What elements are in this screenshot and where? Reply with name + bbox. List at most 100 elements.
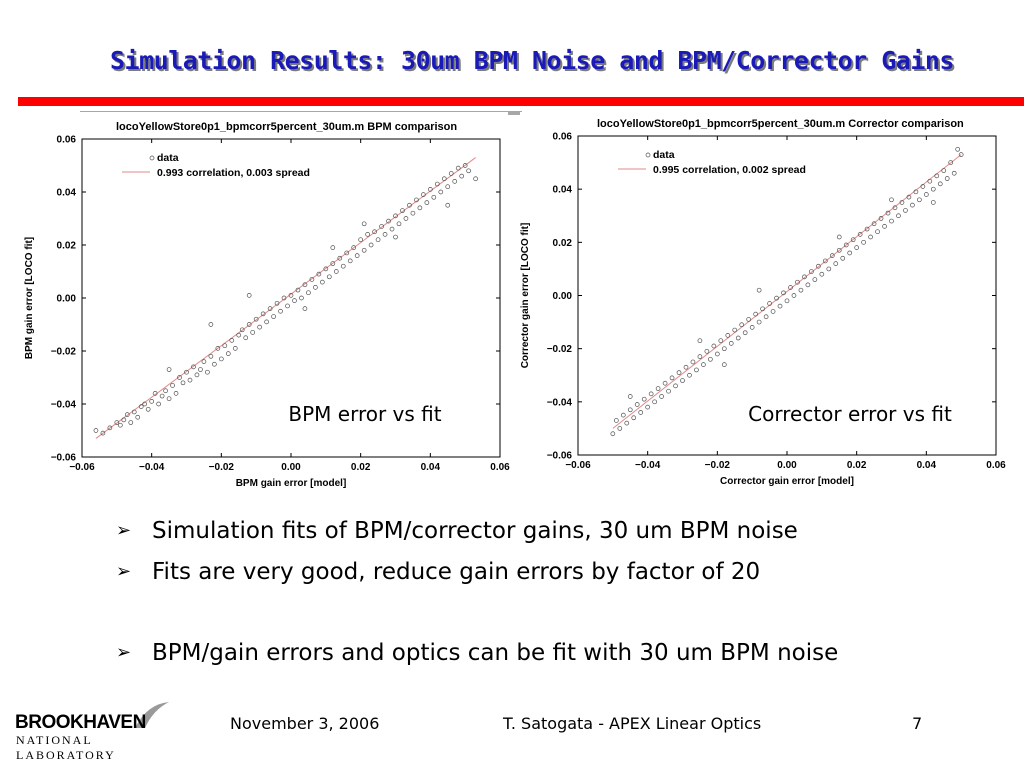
data-point <box>958 152 964 157</box>
data-point <box>714 351 720 357</box>
data-point <box>624 420 630 426</box>
data-point <box>802 274 807 280</box>
data-point <box>365 232 370 237</box>
data-point <box>156 401 161 407</box>
data-point <box>728 341 734 346</box>
overlay-label: BPM error vs fit <box>288 402 441 426</box>
y-tick-label: 0.00 <box>553 291 573 302</box>
data-point <box>725 333 731 338</box>
x-tick-label: 0.06 <box>986 460 1006 471</box>
data-point <box>393 234 398 240</box>
data-point <box>669 375 675 381</box>
data-point <box>951 170 957 176</box>
data-point <box>930 200 936 205</box>
data-point <box>634 402 640 407</box>
x-tick-label: 0.04 <box>421 462 441 473</box>
data-point <box>438 189 444 195</box>
data-point <box>393 213 398 219</box>
data-point <box>798 287 804 293</box>
data-point <box>756 287 762 293</box>
bullet-item: ➢ Fits are very good, reduce gain errors … <box>116 559 760 585</box>
data-point <box>316 271 322 277</box>
data-point <box>354 253 360 258</box>
data-point <box>833 261 839 266</box>
data-point <box>225 351 231 356</box>
slide-title: Simulation Results: 30um BPM Noise and B… <box>110 46 954 75</box>
x-tick-label: −0.02 <box>209 462 235 473</box>
data-point <box>896 213 901 219</box>
data-point <box>445 184 451 190</box>
data-point <box>382 232 388 237</box>
data-point <box>864 226 870 232</box>
data-point <box>617 426 623 431</box>
data-point <box>882 224 887 229</box>
data-point <box>93 428 99 433</box>
data-point <box>396 221 402 227</box>
data-point <box>107 425 113 431</box>
data-point <box>131 409 137 415</box>
data-point <box>885 210 891 216</box>
data-point <box>201 359 207 364</box>
data-point <box>948 160 954 165</box>
y-tick-label: 0.06 <box>57 135 77 146</box>
data-point <box>934 173 940 179</box>
data-point <box>452 179 458 184</box>
legend-entry: 0.993 correlation, 0.003 spread <box>157 167 310 179</box>
data-point <box>246 293 252 298</box>
chart-title: locoYellowStore0p1_bpmcorr5percent_30um.… <box>116 121 457 133</box>
data-point <box>917 197 922 203</box>
data-point <box>117 422 123 428</box>
data-point <box>645 404 651 410</box>
data-point <box>351 245 357 250</box>
data-point <box>243 335 249 341</box>
data-point <box>253 316 259 322</box>
data-point <box>149 399 155 404</box>
data-point <box>676 370 682 375</box>
data-point <box>421 192 426 197</box>
data-point <box>229 338 235 343</box>
arrow-bullet-icon: ➢ <box>116 561 132 582</box>
data-point <box>673 383 678 389</box>
data-point <box>400 208 405 213</box>
data-point <box>927 178 933 184</box>
data-point <box>812 277 818 282</box>
data-point <box>767 301 772 306</box>
data-point <box>459 173 465 179</box>
data-point <box>326 274 332 280</box>
data-point <box>166 367 172 372</box>
data-point <box>166 396 172 402</box>
data-point <box>697 338 703 344</box>
data-point <box>274 300 280 306</box>
x-axis-label: BPM gain error [model] <box>236 478 347 489</box>
data-point <box>333 269 339 274</box>
data-point <box>208 353 214 359</box>
data-point <box>152 391 158 396</box>
logo-line1: BROOKHAVEN <box>15 712 146 733</box>
data-point <box>250 330 256 335</box>
data-point <box>680 378 685 383</box>
data-point <box>871 221 877 227</box>
data-point <box>704 348 710 354</box>
data-point <box>379 224 384 229</box>
y-tick-label: 0.02 <box>553 238 573 249</box>
data-point <box>372 229 377 235</box>
data-point <box>955 146 961 152</box>
data-point <box>850 237 856 243</box>
data-point <box>340 263 346 269</box>
data-point <box>361 221 367 227</box>
data-point <box>208 322 214 327</box>
data-point <box>875 229 880 235</box>
data-point <box>774 295 779 301</box>
x-tick-label: 0.02 <box>847 460 867 471</box>
data-point <box>829 253 835 258</box>
data-point <box>690 359 696 365</box>
x-tick-label: −0.02 <box>705 460 731 471</box>
x-tick-label: −0.06 <box>69 462 95 473</box>
data-point <box>257 324 262 330</box>
data-point <box>655 386 661 391</box>
bullet-item: ➢ Simulation fits of BPM/corrector gains,… <box>116 518 798 544</box>
title-rule <box>18 97 1024 106</box>
data-point <box>836 247 842 253</box>
